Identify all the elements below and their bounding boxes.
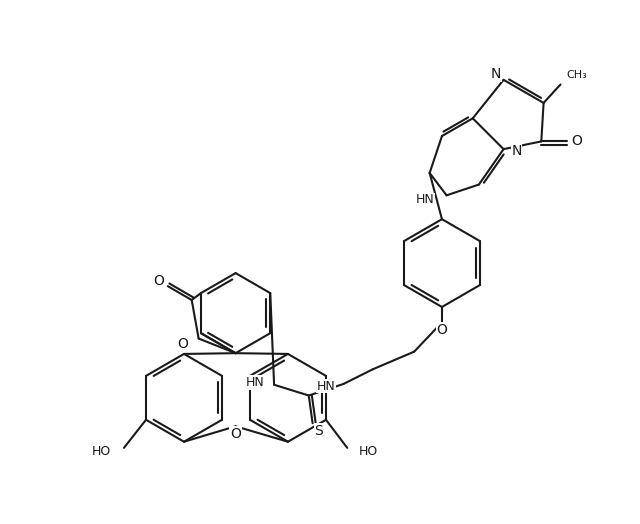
Text: N: N — [511, 145, 522, 158]
Text: N: N — [491, 68, 501, 81]
Text: O: O — [177, 337, 188, 351]
Text: O: O — [572, 135, 582, 148]
Text: S: S — [314, 424, 323, 438]
Text: HN: HN — [317, 380, 336, 393]
Text: O: O — [436, 323, 447, 337]
Text: CH₃: CH₃ — [566, 70, 588, 80]
Text: HN: HN — [246, 376, 265, 389]
Text: HO: HO — [359, 445, 378, 458]
Text: HN: HN — [415, 193, 435, 206]
Text: O: O — [230, 427, 241, 441]
Text: HO: HO — [92, 445, 111, 458]
Text: O: O — [153, 274, 164, 288]
